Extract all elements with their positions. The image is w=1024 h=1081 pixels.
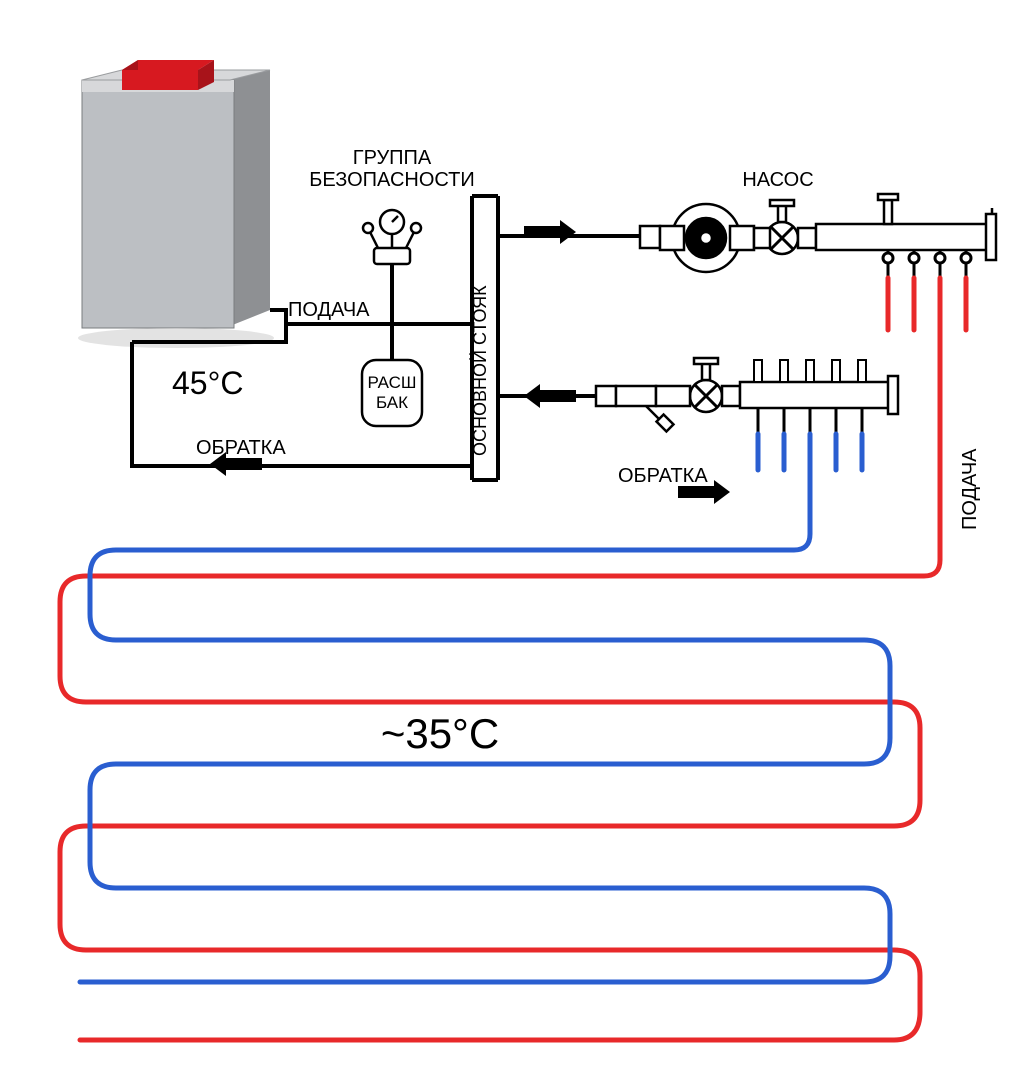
pump-assembly [640,194,996,276]
floor-temp-label: ~35°C [381,710,499,757]
diagram-canvas: ГРУППАБЕЗОПАСНОСТИ НАСОС ПОДАЧА 45°C РАС… [0,0,1024,1081]
supply-vert-label: ПОДАЧА [959,448,981,530]
supply-manifold-drops [888,278,966,330]
return-label-right: ОБРАТКА [618,465,708,487]
pump-label: НАСОС [742,169,813,191]
return-label-left: ОБРАТКА [196,437,286,459]
riser-label: ОСНОВНОЙ СТОЯК [469,285,490,456]
safety-group-icon [363,210,421,264]
safety-group-label: ГРУППАБЕЗОПАСНОСТИ [309,147,475,191]
supply-label: ПОДАЧА [288,299,370,321]
return-manifold-drops [758,434,862,470]
return-manifold [596,358,898,432]
boiler-top-module [122,60,214,90]
boiler [78,60,274,348]
boiler-temp-label: 45°C [172,365,244,401]
